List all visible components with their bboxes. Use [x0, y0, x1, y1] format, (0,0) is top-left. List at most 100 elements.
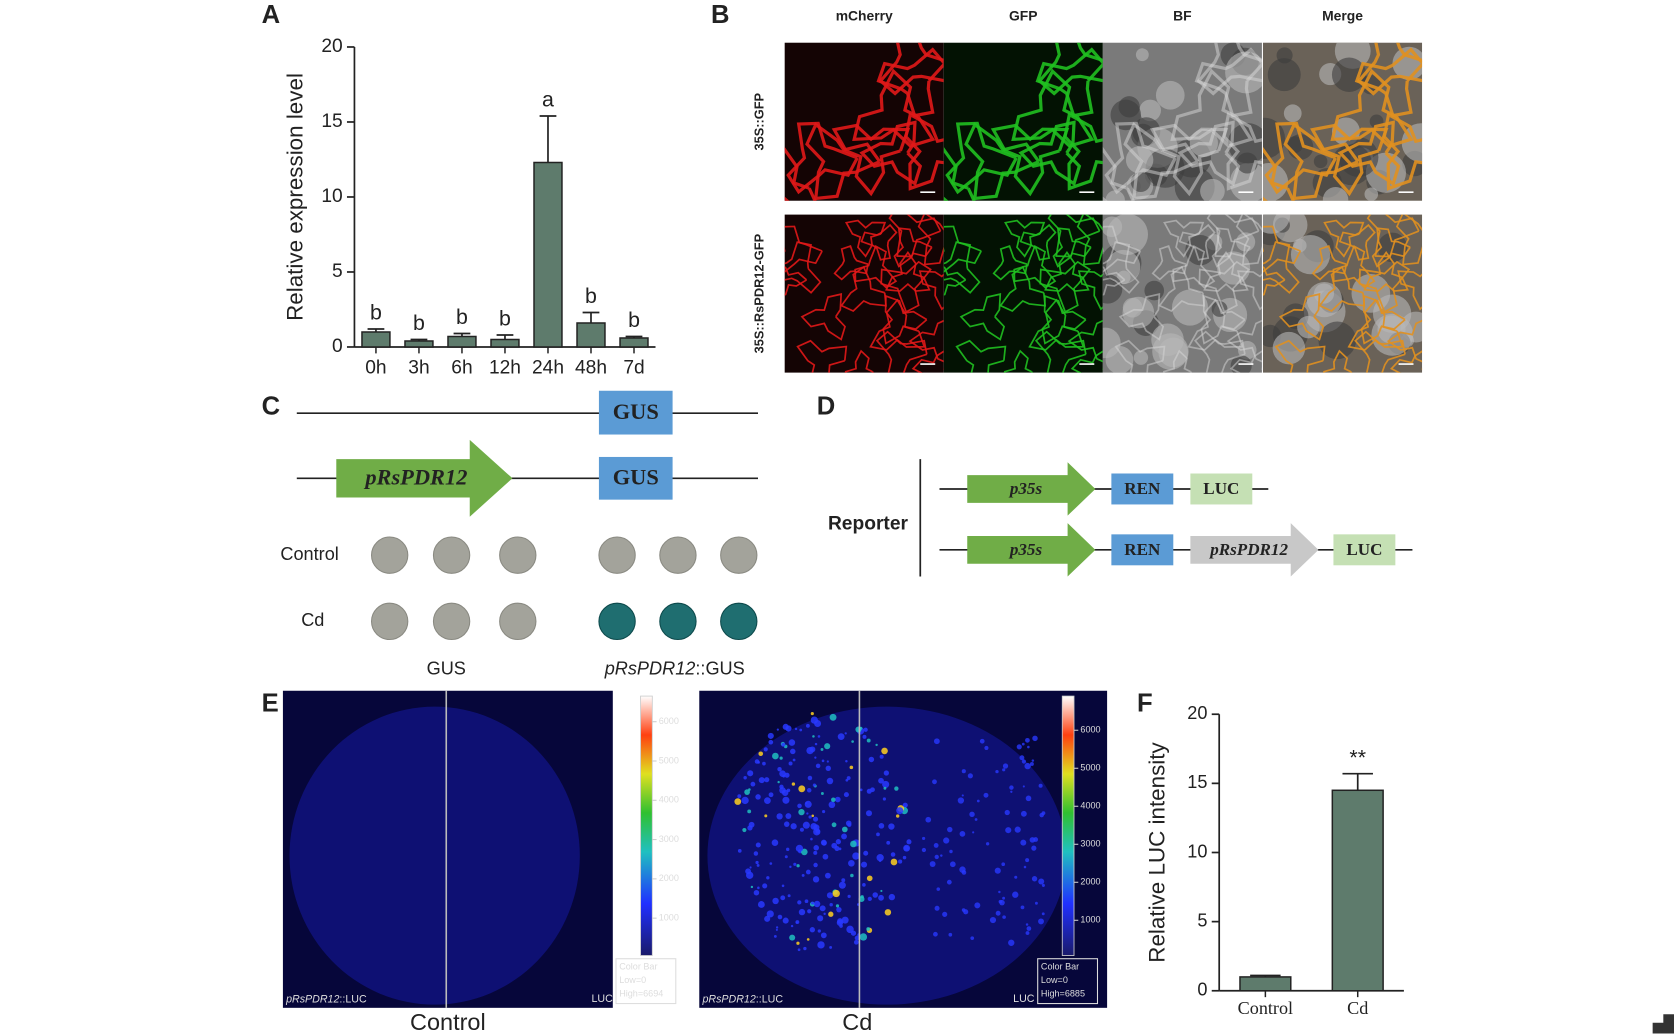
- signal-spot: [1014, 875, 1018, 879]
- signal-spot: [817, 915, 824, 922]
- signal-spot: [817, 929, 821, 933]
- signal-spot: [898, 859, 903, 864]
- texture: [1322, 187, 1349, 201]
- cell-outline: [1018, 120, 1082, 187]
- signal-spot: [865, 810, 873, 817]
- signal-spot: [764, 797, 771, 804]
- signal-spot: [790, 748, 796, 755]
- signal-spot: [890, 858, 898, 866]
- signal-spot: [790, 924, 794, 928]
- signal-spot: [933, 738, 940, 745]
- info-box: [615, 958, 677, 1005]
- signal-spot: [884, 909, 892, 916]
- info-text: Color Bar: [1041, 962, 1079, 972]
- texture: [1122, 296, 1155, 329]
- signal-spot: [903, 845, 910, 851]
- signal-spot: [789, 934, 796, 941]
- element-arrow: [967, 462, 1096, 516]
- x-tick-label: Control: [1238, 998, 1293, 1018]
- texture: [1313, 154, 1328, 169]
- signal-spot: [1034, 901, 1038, 905]
- leaf-disc: [370, 536, 409, 574]
- leaf-disc: [370, 602, 409, 641]
- cell-outline: [1318, 265, 1366, 313]
- signal-spot: [1033, 837, 1039, 842]
- signal-spot: [1020, 839, 1027, 846]
- cell-outline: [786, 121, 859, 195]
- y-axis-label: Relative LUC intensity: [1144, 741, 1169, 962]
- signal-spot: [851, 740, 854, 743]
- signal-spot: [755, 794, 761, 800]
- cell-outline: [1354, 330, 1406, 373]
- signal-spot: [763, 747, 768, 752]
- texture: [1331, 57, 1367, 92]
- info-text: High=6885: [1041, 988, 1085, 998]
- signal-spot: [817, 941, 825, 949]
- cell-outline: [1382, 112, 1423, 191]
- construct-text: ::LUC: [339, 993, 367, 1005]
- signal-spot: [834, 845, 840, 851]
- signal-spot: [808, 815, 812, 819]
- signal-spot: [936, 887, 941, 891]
- x-tick-label: Cd: [1347, 998, 1368, 1018]
- cell-outline: [1102, 241, 1140, 294]
- x-tick-label: 48h: [575, 357, 607, 378]
- signal-spot: [878, 823, 885, 829]
- signal-spot: [878, 894, 884, 901]
- signal-spot: [974, 818, 978, 821]
- signal-spot: [779, 756, 783, 760]
- signal-spot: [972, 831, 975, 834]
- cell-outline: [1222, 112, 1262, 191]
- signal-spot: [995, 769, 999, 774]
- bar: [490, 338, 520, 348]
- x-tick-label: 12h: [489, 357, 521, 378]
- cell-outline: [1200, 294, 1246, 345]
- color-bar-tick-label: 2000: [659, 873, 679, 883]
- signal-spot: [1021, 742, 1025, 746]
- signal-spot: [834, 796, 841, 803]
- significance-label: b: [456, 305, 468, 329]
- signal-spot: [843, 792, 849, 798]
- signal-spot: [797, 803, 802, 809]
- construct-italic: pRsPDR12: [701, 993, 755, 1005]
- color-bar-tick-label: 4000: [659, 795, 679, 805]
- cell-outline: [1102, 266, 1126, 296]
- signal-spot: [942, 911, 948, 917]
- signal-spot: [828, 801, 836, 809]
- micrograph: [1102, 214, 1262, 373]
- texture: [1283, 104, 1302, 123]
- y-tick-label: 20: [1187, 703, 1207, 723]
- panel-letter: B: [711, 1, 730, 29]
- signal-spot: [1024, 762, 1031, 770]
- signal-spot: [813, 816, 819, 822]
- signal-spot: [766, 876, 770, 880]
- cell-outline: [1013, 244, 1057, 289]
- signal-spot: [799, 827, 804, 832]
- signal-spot: [1012, 891, 1019, 898]
- texture: [1135, 48, 1149, 62]
- element-label: p35s: [1008, 540, 1043, 559]
- cell-outline: [1337, 120, 1401, 187]
- signal-spot: [750, 885, 754, 889]
- cell-outline: [955, 339, 1007, 373]
- signal-spot: [849, 765, 854, 770]
- signal-spot: [872, 892, 878, 898]
- signal-spot: [804, 899, 809, 904]
- micrograph: [1102, 42, 1262, 201]
- cell-outline: [911, 350, 944, 373]
- signal-spot: [862, 734, 867, 739]
- signal-spot: [1001, 862, 1006, 867]
- texture: [1267, 58, 1301, 92]
- leaf-disc: [499, 536, 537, 574]
- signal-spot: [826, 777, 834, 785]
- signal-spot: [922, 836, 926, 841]
- cell-outline: [999, 265, 1047, 313]
- signal-spot: [852, 852, 860, 860]
- row-label: Cd: [301, 610, 324, 630]
- texture: [1171, 289, 1209, 326]
- signal-spot: [1025, 737, 1030, 743]
- signal-spot: [797, 948, 801, 952]
- signal-spot: [831, 797, 836, 803]
- group-label-text: GUS: [427, 658, 466, 678]
- cell-outline: [943, 266, 967, 296]
